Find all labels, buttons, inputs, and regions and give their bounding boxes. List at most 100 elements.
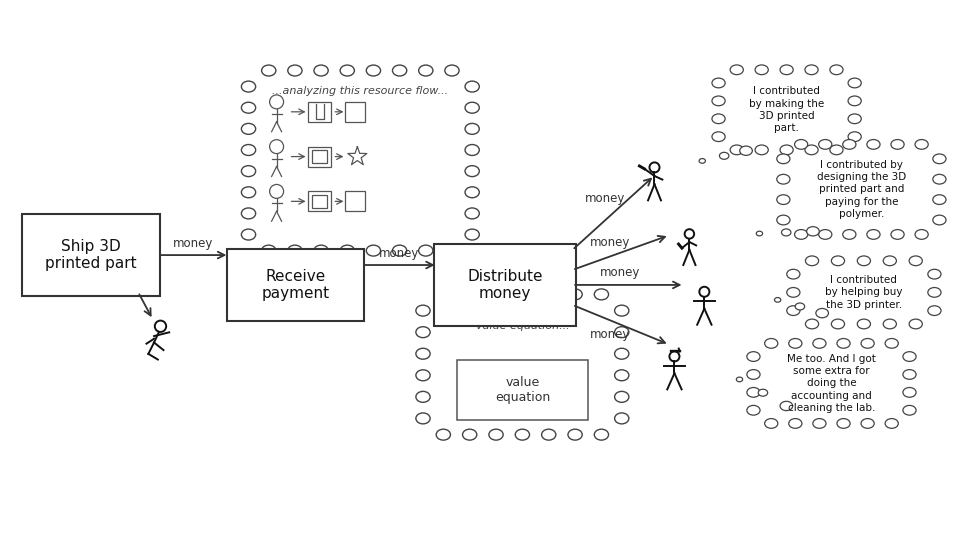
- Ellipse shape: [419, 245, 433, 256]
- Ellipse shape: [516, 289, 530, 300]
- FancyBboxPatch shape: [434, 244, 576, 326]
- Ellipse shape: [241, 81, 255, 92]
- Ellipse shape: [903, 369, 916, 379]
- Ellipse shape: [837, 339, 851, 348]
- Text: Me too. And I got
some extra for
doing the
accounting and
cleaning the lab.: Me too. And I got some extra for doing t…: [787, 354, 876, 413]
- Ellipse shape: [541, 429, 556, 440]
- Ellipse shape: [241, 208, 255, 219]
- Ellipse shape: [777, 195, 790, 205]
- Ellipse shape: [891, 230, 904, 239]
- Text: Receive
payment: Receive payment: [261, 269, 329, 301]
- Ellipse shape: [444, 65, 459, 76]
- Ellipse shape: [933, 154, 946, 164]
- Text: money: money: [585, 192, 625, 205]
- Text: value
equation: value equation: [494, 376, 550, 404]
- Ellipse shape: [795, 230, 807, 239]
- Ellipse shape: [903, 388, 916, 397]
- Ellipse shape: [747, 369, 760, 379]
- Ellipse shape: [819, 230, 832, 239]
- Ellipse shape: [765, 418, 778, 428]
- Ellipse shape: [915, 139, 928, 149]
- Ellipse shape: [712, 96, 725, 106]
- Ellipse shape: [594, 289, 609, 300]
- Ellipse shape: [465, 81, 479, 92]
- Ellipse shape: [795, 139, 807, 149]
- FancyBboxPatch shape: [797, 263, 930, 322]
- Ellipse shape: [699, 159, 706, 163]
- Ellipse shape: [777, 154, 790, 164]
- Text: ...analyzing this resource flow...: ...analyzing this resource flow...: [273, 86, 448, 96]
- Ellipse shape: [444, 245, 459, 256]
- Ellipse shape: [367, 65, 380, 76]
- Ellipse shape: [927, 287, 941, 297]
- Ellipse shape: [805, 319, 819, 329]
- Ellipse shape: [909, 319, 923, 329]
- FancyBboxPatch shape: [722, 72, 851, 147]
- Ellipse shape: [241, 187, 255, 198]
- Circle shape: [155, 321, 166, 332]
- Ellipse shape: [804, 65, 818, 75]
- Ellipse shape: [867, 139, 880, 149]
- Text: money: money: [173, 237, 213, 249]
- Ellipse shape: [787, 287, 800, 297]
- Ellipse shape: [416, 305, 430, 316]
- Ellipse shape: [489, 289, 503, 300]
- Ellipse shape: [903, 352, 916, 361]
- Circle shape: [669, 352, 680, 361]
- Ellipse shape: [933, 215, 946, 225]
- Ellipse shape: [848, 96, 861, 106]
- Ellipse shape: [747, 406, 760, 415]
- Ellipse shape: [712, 114, 725, 124]
- Ellipse shape: [614, 370, 629, 381]
- Text: money: money: [589, 235, 630, 248]
- Ellipse shape: [831, 319, 845, 329]
- Ellipse shape: [765, 339, 778, 348]
- Ellipse shape: [614, 327, 629, 338]
- Ellipse shape: [262, 65, 276, 76]
- Circle shape: [270, 95, 283, 109]
- Ellipse shape: [861, 339, 875, 348]
- Ellipse shape: [837, 418, 851, 428]
- Ellipse shape: [719, 152, 729, 159]
- Ellipse shape: [614, 305, 629, 316]
- Ellipse shape: [819, 139, 832, 149]
- Ellipse shape: [775, 298, 780, 302]
- Ellipse shape: [393, 245, 407, 256]
- Text: money: money: [379, 247, 420, 260]
- Ellipse shape: [885, 339, 899, 348]
- Circle shape: [699, 287, 709, 297]
- Ellipse shape: [777, 215, 790, 225]
- Ellipse shape: [885, 418, 899, 428]
- Ellipse shape: [848, 78, 861, 88]
- Circle shape: [650, 163, 660, 172]
- Ellipse shape: [780, 145, 793, 155]
- Ellipse shape: [804, 145, 818, 155]
- FancyBboxPatch shape: [307, 191, 331, 211]
- FancyBboxPatch shape: [346, 191, 366, 211]
- Ellipse shape: [314, 65, 328, 76]
- Ellipse shape: [416, 413, 430, 424]
- Ellipse shape: [848, 132, 861, 141]
- Ellipse shape: [747, 388, 760, 397]
- Ellipse shape: [241, 166, 255, 177]
- Ellipse shape: [541, 289, 556, 300]
- Ellipse shape: [883, 256, 897, 266]
- Ellipse shape: [787, 269, 800, 279]
- Ellipse shape: [288, 245, 302, 256]
- Text: Distribute
money: Distribute money: [468, 269, 542, 301]
- Ellipse shape: [756, 231, 762, 236]
- Ellipse shape: [416, 327, 430, 338]
- Circle shape: [270, 185, 283, 198]
- Ellipse shape: [712, 78, 725, 88]
- Ellipse shape: [829, 145, 843, 155]
- Ellipse shape: [848, 114, 861, 124]
- Ellipse shape: [843, 230, 856, 239]
- Ellipse shape: [780, 401, 793, 410]
- FancyBboxPatch shape: [255, 76, 465, 245]
- Ellipse shape: [731, 145, 743, 155]
- Text: Ship 3D
printed part: Ship 3D printed part: [45, 239, 137, 271]
- Ellipse shape: [789, 339, 802, 348]
- Ellipse shape: [416, 392, 430, 402]
- Ellipse shape: [813, 339, 826, 348]
- Text: I contributed
by making the
3D printed
part.: I contributed by making the 3D printed p…: [749, 86, 825, 133]
